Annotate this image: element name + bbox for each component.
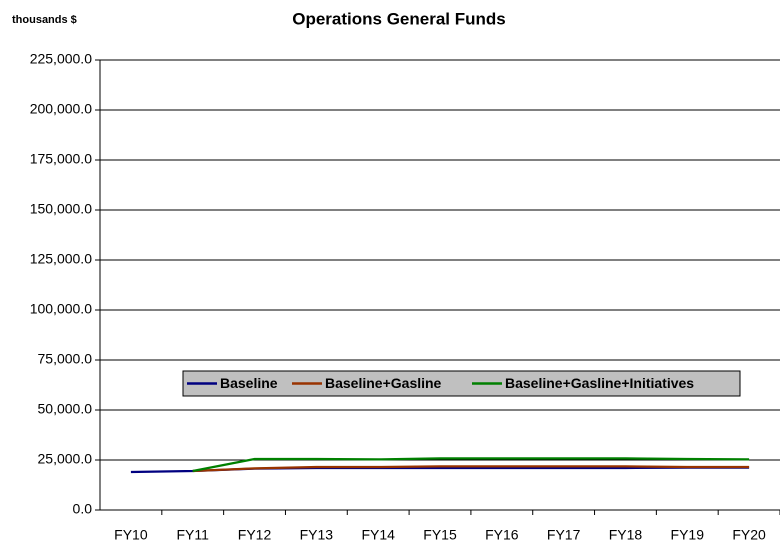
legend-label: Baseline+Gasline+Initiatives [505,375,694,391]
x-tick-label: FY12 [238,527,272,543]
y-tick-label: 0.0 [73,501,93,517]
x-tick-label: FY19 [671,527,705,543]
x-tick-label: FY15 [423,527,457,543]
y-tick-label: 225,000.0 [30,51,92,67]
series-line [192,465,750,473]
x-tick-label: FY18 [609,527,643,543]
x-tick-label: FY10 [114,527,148,543]
x-tick-label: FY20 [732,527,766,543]
x-tick-label: FY13 [300,527,334,543]
y-tick-label: 75,000.0 [38,351,93,367]
series-line [192,457,750,473]
y-tick-label: 25,000.0 [38,451,93,467]
y-tick-label: 125,000.0 [30,251,92,267]
legend-label: Baseline+Gasline [325,375,442,391]
y-tick-label: 50,000.0 [38,401,93,417]
y-axis-label: thousands $ [12,14,77,26]
x-tick-label: FY16 [485,527,519,543]
y-tick-label: 175,000.0 [30,151,92,167]
x-tick-label: FY14 [361,527,395,543]
chart-title: Operations General Funds [292,9,506,28]
legend-label: Baseline [220,375,278,391]
x-tick-label: FY17 [547,527,581,543]
y-tick-label: 100,000.0 [30,301,92,317]
y-tick-label: 200,000.0 [30,101,92,117]
y-tick-label: 150,000.0 [30,201,92,217]
legend-box [182,370,741,397]
x-tick-label: FY11 [177,527,210,543]
